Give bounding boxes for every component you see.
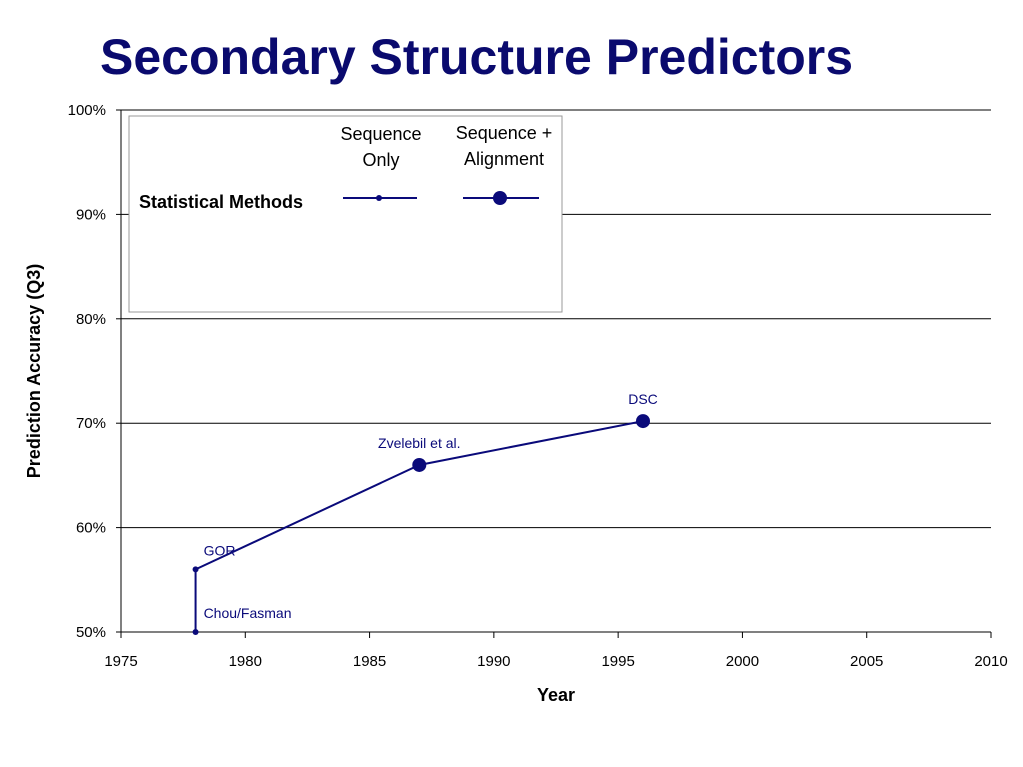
x-tick-label: 2000 xyxy=(726,653,759,670)
data-label: Zvelebil et al. xyxy=(378,435,460,451)
data-label: DSC xyxy=(628,391,658,407)
y-tick-label: 70% xyxy=(76,415,106,432)
data-point xyxy=(192,566,199,573)
legend-marker-sequence-only xyxy=(376,195,382,201)
legend-marker-sequence-alignment xyxy=(493,191,507,205)
x-tick-label: 2005 xyxy=(850,653,883,670)
x-tick-label: 1975 xyxy=(104,653,137,670)
data-label: GOR xyxy=(204,542,236,558)
x-tick-label: 1990 xyxy=(477,653,510,670)
x-tick-label: 2010 xyxy=(974,653,1007,670)
slide-title: Secondary Structure Predictors xyxy=(100,29,854,85)
y-tick-label: 100% xyxy=(68,102,106,119)
data-point xyxy=(192,629,199,635)
y-tick-label: 90% xyxy=(76,206,106,223)
legend-box xyxy=(128,115,563,313)
legend-row-label: Statistical Methods xyxy=(139,192,303,212)
data-label: Chou/Fasman xyxy=(204,605,292,621)
y-tick-label: 80% xyxy=(76,311,106,328)
y-tick-label: 60% xyxy=(76,520,106,537)
legend-header-sequence-alignment-line2: Alignment xyxy=(464,149,544,169)
x-tick-label: 1995 xyxy=(601,653,634,670)
legend-header-sequence-only: Sequence xyxy=(340,124,421,144)
data-point xyxy=(636,414,650,429)
x-tick-label: 1980 xyxy=(229,653,262,670)
legend-header-sequence-only-line2: Only xyxy=(362,150,399,170)
x-tick-label: 1985 xyxy=(353,653,386,670)
y-tick-label: 50% xyxy=(76,624,106,641)
x-axis-label: Year xyxy=(537,685,575,705)
y-axis-label: Prediction Accuracy (Q3) xyxy=(24,264,44,478)
series-line xyxy=(194,420,644,632)
legend-header-sequence-alignment: Sequence + xyxy=(456,123,553,143)
data-point xyxy=(412,457,427,472)
